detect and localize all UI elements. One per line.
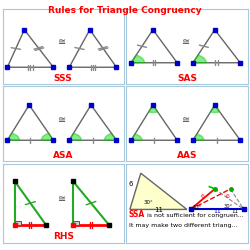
Wedge shape [210,105,220,112]
Text: SSS: SSS [54,74,72,83]
Text: 11: 11 [214,208,221,214]
Bar [73,221,80,225]
Text: ≅: ≅ [182,115,190,125]
Wedge shape [7,133,20,140]
Text: ASA: ASA [53,152,74,160]
Text: It may make two different triang...: It may make two different triang... [129,223,237,228]
Text: 6: 6 [226,194,230,198]
Text: 30°: 30° [143,200,153,205]
Text: 30°: 30° [193,205,202,210]
Text: ≅: ≅ [58,194,66,204]
Wedge shape [69,133,81,140]
Text: 11: 11 [154,207,163,213]
Wedge shape [131,55,144,63]
Text: Rules for Triangle Congruency: Rules for Triangle Congruency [48,6,202,15]
Text: 30°: 30° [223,204,232,209]
Text: SSA: SSA [129,210,145,219]
Text: RHS: RHS [52,232,74,241]
Text: ≅: ≅ [58,115,66,125]
Wedge shape [148,105,158,112]
Wedge shape [104,134,117,140]
Text: AAS: AAS [176,152,197,160]
Polygon shape [130,173,187,210]
Text: 11: 11 [232,208,239,214]
Text: 6: 6 [200,194,204,198]
Wedge shape [193,55,206,63]
Wedge shape [41,133,54,140]
Text: SAS: SAS [177,74,197,83]
Text: ≅: ≅ [58,38,66,48]
Wedge shape [193,134,204,140]
Text: 6: 6 [129,181,133,187]
Wedge shape [131,134,142,140]
Bar [14,221,21,225]
Text: ≅: ≅ [182,38,190,48]
Text: is not sufficient for congruen...: is not sufficient for congruen... [145,213,244,218]
